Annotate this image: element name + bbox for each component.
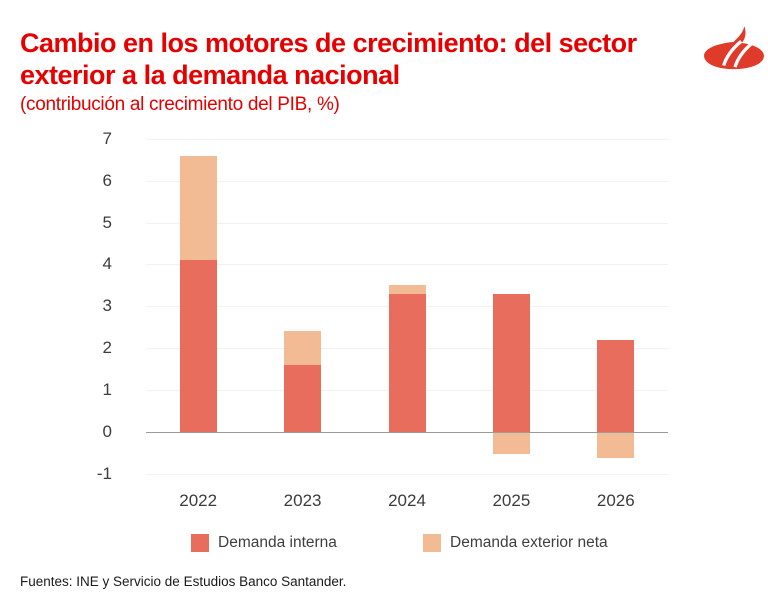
y-axis-tick-labels: 7 6 5 4 3 2 1 0 -1 (0, 129, 146, 483)
gridline-4 (146, 264, 668, 266)
bar-demanda-exterior-neta-2026 (597, 432, 635, 458)
x-tick-2022: 2022 (179, 491, 218, 510)
stacked-bar-chart-plot-area (146, 139, 668, 475)
gridline-6 (146, 180, 668, 182)
bar-demanda-exterior-neta-2024 (388, 285, 426, 294)
bar-demanda-interna-2026 (597, 339, 635, 432)
gridline-5 (146, 222, 668, 224)
y-tick-5: 5 (102, 212, 112, 232)
chart-subtitle: (contribución al crecimiento del PIB, %) (20, 94, 340, 115)
bar-demanda-interna-2024 (388, 293, 426, 432)
gridline--1 (146, 473, 668, 475)
legend-label-demanda-exterior-neta: Demanda exterior neta (450, 534, 608, 551)
y-tick-1: 1 (102, 379, 112, 399)
chart-legend: Demanda interna Demanda exterior neta (0, 533, 768, 555)
zero-axis-line (146, 431, 668, 433)
legend-label-demanda-interna: Demanda interna (218, 534, 337, 551)
y-tick-2: 2 (102, 338, 112, 358)
bar-demanda-exterior-neta-2022 (179, 155, 217, 261)
legend-item-demanda-exterior-neta: Demanda exterior neta (423, 533, 608, 553)
y-tick-0: 0 (102, 421, 112, 441)
y-tick-7: 7 (102, 129, 112, 148)
x-tick-2023: 2023 (283, 491, 322, 510)
legend-item-demanda-interna: Demanda interna (191, 533, 337, 553)
y-tick-6: 6 (102, 170, 112, 190)
y-tick-4: 4 (102, 254, 112, 274)
y-tick-3: 3 (102, 296, 112, 316)
x-tick-2026: 2026 (596, 491, 635, 510)
legend-swatch-demanda-exterior-neta (423, 534, 441, 552)
santander-flame-icon (703, 26, 765, 70)
bar-demanda-exterior-neta-2025 (492, 432, 530, 454)
legend-swatch-demanda-interna (191, 534, 209, 552)
bar-demanda-interna-2023 (284, 364, 322, 432)
bar-demanda-interna-2025 (492, 293, 530, 432)
y-tick--1: -1 (96, 463, 112, 483)
title-line-1: Cambio en los motores de crecimiento: de… (20, 28, 637, 58)
title-line-2: exterior a la demanda nacional (20, 60, 400, 90)
gridline-7 (146, 139, 668, 140)
source-note: Fuentes: INE y Servicio de Estudios Banc… (20, 574, 347, 589)
x-tick-2025: 2025 (492, 491, 531, 510)
bar-demanda-exterior-neta-2023 (284, 331, 322, 365)
x-tick-2024: 2024 (388, 491, 426, 510)
bar-demanda-interna-2022 (179, 260, 217, 432)
page-title: Cambio en los motores de crecimiento: de… (20, 27, 680, 91)
